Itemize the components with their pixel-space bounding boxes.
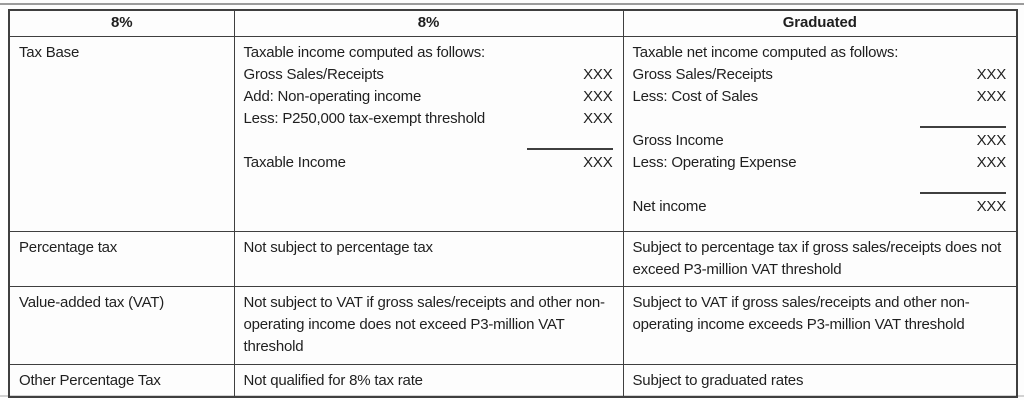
- fin-value: XXX: [976, 154, 1007, 171]
- fin-line-gross-sales: Gross Sales/Receipts XXX: [244, 64, 613, 86]
- fin-value: XXX: [583, 88, 613, 105]
- cell-text: Subject to VAT if gross sales/receipts a…: [632, 294, 970, 333]
- fin-line-intro: Taxable net income computed as follows:: [633, 42, 1007, 64]
- fin-line-gross-sales: Gross Sales/Receipts XXX: [633, 64, 1007, 86]
- fin-value: XXX: [583, 110, 613, 127]
- cell-text: Not subject to VAT if gross sales/receip…: [243, 294, 605, 355]
- subtotal-rule-row: [633, 174, 1006, 196]
- vat-cell-graduated: Subject to VAT if gross sales/receipts a…: [622, 286, 1018, 365]
- cell-text: Subject to graduated rates: [632, 372, 804, 389]
- table-row-tax-base: Tax Base Taxable income computed as foll…: [8, 36, 1018, 232]
- fin-line-taxable-income: Taxable Income XXX: [244, 152, 613, 174]
- subtotal-rule: [920, 192, 1006, 194]
- fin-label: Less: Operating Expense: [632, 154, 797, 171]
- cell-text: Not qualified for 8% tax rate: [243, 372, 424, 389]
- fin-value: XXX: [583, 154, 613, 171]
- fin-value: XXX: [976, 88, 1007, 105]
- row-label-text: Tax Base: [19, 44, 80, 61]
- other-percentage-tax-cell-graduated: Subject to graduated rates: [622, 364, 1018, 398]
- fin-line-net-income: Net income XXX: [633, 196, 1007, 218]
- header-cell-8pct-left: 8%: [8, 9, 235, 37]
- fin-line-less-cost-of-sales: Less: Cost of Sales XXX: [633, 86, 1007, 108]
- subtotal-rule: [526, 148, 613, 150]
- percentage-tax-cell-8pct: Not subject to percentage tax: [233, 231, 624, 287]
- fin-label: Taxable net income computed as follows:: [632, 44, 899, 61]
- table-row-other-percentage-tax: Other Percentage Tax Not qualified for 8…: [8, 364, 1018, 398]
- table-row-percentage-tax: Percentage tax Not subject to percentage…: [8, 231, 1018, 287]
- table-row-vat: Value-added tax (VAT) Not subject to VAT…: [8, 286, 1018, 365]
- fin-value: XXX: [976, 132, 1007, 149]
- vat-cell-8pct: Not subject to VAT if gross sales/receip…: [233, 286, 624, 365]
- tax-base-computation-graduated: Taxable net income computed as follows: …: [622, 36, 1018, 232]
- cell-text: Not subject to percentage tax: [243, 239, 434, 256]
- fin-label: Net income: [632, 198, 707, 215]
- tax-comparison-table: 8% 8% Graduated Tax Base Taxable income …: [8, 9, 1018, 398]
- fin-label: Gross Sales/Receipts: [243, 66, 384, 83]
- row-label-vat: Value-added tax (VAT): [8, 286, 235, 365]
- tax-base-computation-8pct: Taxable income computed as follows: Gros…: [233, 36, 624, 232]
- subtotal-rule: [920, 126, 1006, 128]
- fin-value: XXX: [976, 198, 1007, 215]
- fin-label: Gross Income: [632, 132, 724, 149]
- fin-label: Less: P250,000 tax-exempt threshold: [243, 110, 486, 127]
- header-row: 8% 8% Graduated: [8, 9, 1018, 37]
- fin-label: Add: Non-operating income: [243, 88, 422, 105]
- row-label-text: Percentage tax: [19, 239, 118, 256]
- fin-value: XXX: [976, 66, 1007, 83]
- percentage-tax-cell-graduated: Subject to percentage tax if gross sales…: [622, 231, 1018, 287]
- fin-line-less-exempt-threshold: Less: P250,000 tax-exempt threshold XXX: [244, 108, 613, 130]
- fin-line-less-operating-expense: Less: Operating Expense XXX: [633, 152, 1007, 174]
- header-cell-8pct: 8%: [233, 9, 624, 37]
- fin-line-gross-income: Gross Income XXX: [633, 130, 1007, 152]
- fin-label: Gross Sales/Receipts: [632, 66, 773, 83]
- subtotal-rule-row: [244, 130, 613, 152]
- header-cell-graduated: Graduated: [622, 9, 1018, 37]
- row-label-percentage-tax: Percentage tax: [8, 231, 235, 287]
- row-label-text: Value-added tax (VAT): [19, 294, 165, 311]
- row-label-tax-base: Tax Base: [8, 36, 235, 232]
- fin-label: Taxable income computed as follows:: [243, 44, 486, 61]
- row-label-other-percentage-tax: Other Percentage Tax: [8, 364, 235, 398]
- fin-value: XXX: [583, 66, 613, 83]
- row-label-text: Other Percentage Tax: [19, 372, 161, 389]
- fin-line-intro: Taxable income computed as follows:: [244, 42, 613, 64]
- cell-text: Subject to percentage tax if gross sales…: [632, 239, 1002, 278]
- fin-label: Less: Cost of Sales: [632, 88, 759, 105]
- fin-line-add-nonoperating: Add: Non-operating income XXX: [244, 86, 613, 108]
- fin-label: Taxable Income: [243, 154, 346, 171]
- other-percentage-tax-cell-8pct: Not qualified for 8% tax rate: [233, 364, 624, 398]
- subtotal-rule-row: [633, 108, 1006, 130]
- top-divider: [0, 3, 1024, 5]
